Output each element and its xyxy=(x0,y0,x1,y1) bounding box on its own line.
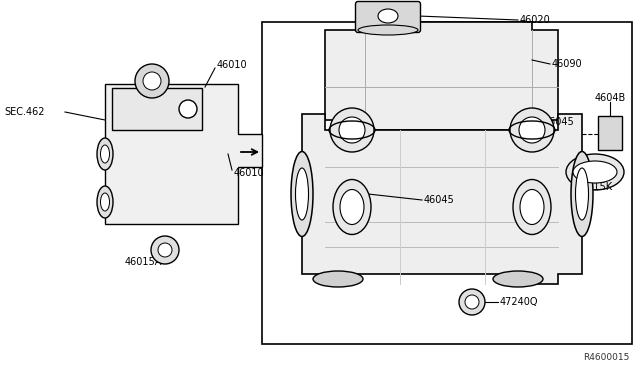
Ellipse shape xyxy=(358,25,418,35)
Polygon shape xyxy=(105,84,262,224)
Text: R4600015: R4600015 xyxy=(584,353,630,362)
Ellipse shape xyxy=(97,186,113,218)
Text: 46090: 46090 xyxy=(552,59,582,69)
Ellipse shape xyxy=(378,9,398,23)
Text: 46015A: 46015A xyxy=(125,257,163,267)
Circle shape xyxy=(143,72,161,90)
Bar xyxy=(262,22,632,344)
Circle shape xyxy=(519,117,545,143)
Ellipse shape xyxy=(100,193,109,211)
Ellipse shape xyxy=(520,189,544,224)
Ellipse shape xyxy=(296,168,308,220)
Text: 4604B: 4604B xyxy=(595,93,627,103)
Circle shape xyxy=(330,108,374,152)
Ellipse shape xyxy=(333,180,371,234)
Circle shape xyxy=(151,236,179,264)
Polygon shape xyxy=(598,116,622,150)
Circle shape xyxy=(179,100,197,118)
Text: 47240Q: 47240Q xyxy=(500,297,538,307)
Ellipse shape xyxy=(97,138,113,170)
Ellipse shape xyxy=(566,154,624,190)
Circle shape xyxy=(465,295,479,309)
Polygon shape xyxy=(302,114,582,284)
Text: 46045: 46045 xyxy=(544,117,575,127)
Text: 46045: 46045 xyxy=(424,195,455,205)
Ellipse shape xyxy=(493,271,543,287)
Circle shape xyxy=(135,64,169,98)
Ellipse shape xyxy=(313,271,363,287)
Ellipse shape xyxy=(575,168,589,220)
Polygon shape xyxy=(325,22,558,130)
Ellipse shape xyxy=(340,189,364,224)
Circle shape xyxy=(339,117,365,143)
Polygon shape xyxy=(112,88,202,130)
Ellipse shape xyxy=(573,161,617,183)
FancyBboxPatch shape xyxy=(355,1,420,32)
Ellipse shape xyxy=(291,151,313,237)
Text: 46015K: 46015K xyxy=(576,182,613,192)
Circle shape xyxy=(510,108,554,152)
Ellipse shape xyxy=(571,151,593,237)
Text: 46020: 46020 xyxy=(520,15,551,25)
Circle shape xyxy=(158,243,172,257)
Text: 46010: 46010 xyxy=(234,168,264,178)
Ellipse shape xyxy=(513,180,551,234)
Circle shape xyxy=(459,289,485,315)
Text: SEC.462: SEC.462 xyxy=(4,107,45,117)
Ellipse shape xyxy=(100,145,109,163)
Text: 46010: 46010 xyxy=(217,60,248,70)
